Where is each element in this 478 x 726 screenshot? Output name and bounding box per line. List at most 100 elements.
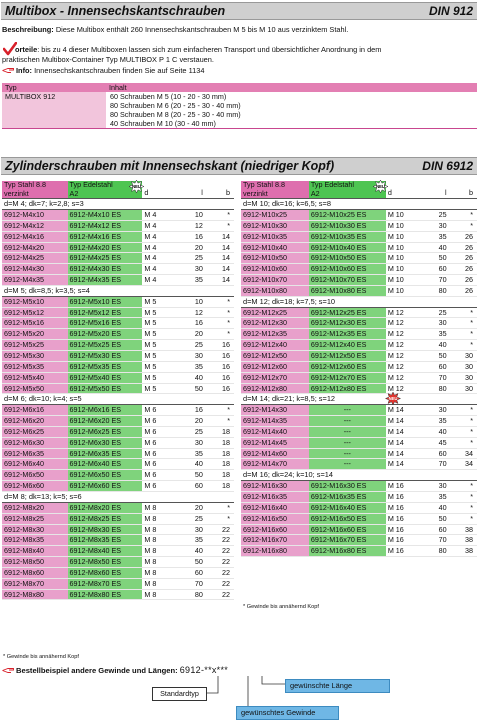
typ-edelstahl-cell: 6912-M10x25 ES — [308, 209, 386, 221]
length-cell: 16 — [179, 231, 207, 243]
vorteile-text-2: praktischen Multibox-Container Typ MULTI… — [2, 55, 214, 65]
length-cell: 60 — [424, 524, 451, 536]
thread-cell: M 4 — [142, 252, 180, 265]
typ-edelstahl-cell: 6912-M8x40 ES — [67, 545, 143, 558]
gewinde-box: gewünschtes Gewinde — [236, 706, 339, 720]
b-cell: * — [206, 209, 234, 221]
typ-stahl-cell: 6912-M16x80 — [241, 545, 309, 558]
multibox-contents: 60 Schrauben M 5 (10 - 20 - 30 mm) 80 Sc… — [106, 92, 477, 129]
typ-stahl-cell: 6912-M16x60 — [241, 524, 309, 536]
description-label: Beschreibung: — [2, 25, 54, 34]
b-cell: 30 — [450, 350, 477, 362]
b-cell: * — [450, 502, 477, 514]
length-cell: 40 — [424, 339, 451, 351]
thread-cell: M 12 — [385, 339, 425, 351]
head-typ-stahl-line2: verzinkt — [243, 188, 268, 198]
typ-edelstahl-cell: 6912-M12x70 ES — [308, 372, 386, 384]
table-row: 6912-M10x60 6912-M10x60 ES M 10 60 26 — [241, 263, 477, 276]
thread-cell: M 6 — [142, 448, 180, 460]
typ-edelstahl-cell: 6912-M6x30 ES — [67, 437, 143, 449]
typ-edelstahl-cell: 6912-M5x20 ES — [67, 328, 143, 341]
thread-cell: M 10 — [385, 209, 425, 221]
laenge-box: gewünschte Länge — [285, 679, 390, 693]
typ-edelstahl-cell: 6912-M16x60 ES — [308, 524, 386, 536]
length-cell: 30 — [424, 317, 451, 330]
head-typ-edelstahl: Typ Edelstahl A2 NEU — [67, 180, 145, 200]
thread-cell: M 14 — [385, 404, 425, 417]
length-cell: 60 — [424, 448, 451, 460]
thread-cell: M 10 — [385, 220, 425, 232]
typ-edelstahl-cell: 6912-M8x80 ES — [67, 589, 143, 601]
starburst-badge-icon: NEU — [372, 180, 388, 193]
thread-cell: M 16 — [385, 524, 425, 536]
thread-cell: M 8 — [142, 524, 180, 536]
vorteile-label: orteile — [15, 45, 38, 54]
multibox-head-inhalt: Inhalt — [106, 83, 477, 92]
thread-cell: M 12 — [385, 350, 425, 362]
b-cell: * — [450, 513, 477, 525]
typ-edelstahl-cell: 6912-M5x12 ES — [67, 307, 143, 319]
table-row: 6912-M6x35 6912-M6x35 ES M 6 35 18 — [2, 448, 234, 460]
length-cell: 25 — [179, 339, 207, 351]
length-cell: 10 — [179, 296, 207, 308]
typ-edelstahl-cell: 6912-M4x12 ES — [67, 220, 143, 232]
typ-stahl-cell: 6912-M5x35 — [2, 361, 68, 373]
section-spec-text: d=M 5; dk=8,5; k=3,5; s=4 — [4, 285, 90, 295]
typ-edelstahl-cell: 6912-M4x16 ES — [67, 231, 143, 243]
head-typ-stahl-line1: Typ Stahl 8.8 — [243, 180, 285, 189]
table-row: 6912-M4x16 6912-M4x16 ES M 4 16 14 — [2, 231, 234, 243]
typ-stahl-cell: 6912-M12x60 — [241, 361, 309, 373]
typ-stahl-cell: 6912-M16x40 — [241, 502, 309, 514]
badge-text: NEU — [133, 184, 142, 189]
typ-edelstahl-cell: 6912-M16x50 ES — [308, 513, 386, 525]
typ-stahl-cell: 6912-M4x25 — [2, 252, 68, 265]
table-row: 6912-M10x30 6912-M10x30 ES M 10 30 * — [241, 220, 477, 232]
thread-cell: M 14 — [385, 437, 425, 449]
b-cell: 30 — [450, 372, 477, 384]
typ-stahl-cell: 6912-M10x35 — [241, 231, 309, 243]
b-cell: * — [206, 328, 234, 341]
table-row: 6912-M14x45 --- M 14 45 * — [241, 437, 477, 449]
length-cell: 20 — [179, 502, 207, 514]
table-row: 6912-M6x16 6912-M6x16 ES M 6 16 * — [2, 404, 234, 417]
b-cell: * — [206, 404, 234, 417]
table-row: 6912-M6x60 6912-M6x60 ES M 6 60 18 — [2, 480, 234, 492]
footnote-left: * Gewinde bis annähernd Kopf — [3, 654, 79, 660]
thread-cell: M 8 — [142, 589, 180, 601]
typ-stahl-cell: 6912-M12x35 — [241, 328, 309, 341]
table-row: 6912-M8x30 6912-M8x30 ES M 8 30 22 — [2, 524, 234, 536]
multibox-content-line: 80 Schrauben M 8 (20 - 25 - 30 - 40 mm) — [110, 110, 241, 119]
typ-edelstahl-cell: 6912-M5x35 ES — [67, 361, 143, 373]
typ-stahl-cell: 6912-M4x20 — [2, 242, 68, 254]
thread-cell: M 6 — [142, 404, 180, 417]
length-cell: 60 — [424, 263, 451, 276]
table-row: 6912-M8x20 6912-M8x20 ES M 8 20 * — [2, 502, 234, 514]
table-row: 6912-M14x60 --- M 14 60 34 — [241, 448, 477, 460]
b-cell: * — [450, 415, 477, 427]
typ-stahl-cell: 6912-M16x35 — [241, 491, 309, 503]
title-multibox: Multibox - Innensechskantschrauben — [5, 4, 226, 18]
b-cell: 18 — [206, 426, 234, 438]
table-row: 6912-M8x60 6912-M8x60 ES M 8 60 22 — [2, 567, 234, 579]
thread-cell: M 6 — [142, 415, 180, 427]
table-row: 6912-M16x30 6912-M16x30 ES M 16 30 * — [241, 480, 477, 492]
length-cell: 50 — [424, 252, 451, 265]
title-bar-multibox: Multibox - Innensechskantschrauben DIN 9… — [1, 2, 477, 20]
typ-stahl-cell: 6912-M5x12 — [2, 307, 68, 319]
table-row: 6912-M16x35 6912-M16x35 ES M 16 35 * — [241, 491, 477, 503]
typ-edelstahl-cell: 6912-M16x40 ES — [308, 502, 386, 514]
multibox-row: MULTIBOX 912 60 Schrauben M 5 (10 - 20 -… — [2, 92, 477, 129]
typ-stahl-cell: 6912-M12x25 — [241, 307, 309, 319]
b-cell: * — [206, 415, 234, 427]
table-row: 6912-M10x35 6912-M10x35 ES M 10 35 26 — [241, 231, 477, 243]
section-spec-text: d=M 6; dk=10; k=4; s=5 — [4, 394, 82, 404]
typ-edelstahl-cell: 6912-M16x35 ES — [308, 491, 386, 503]
badge-text: NEU — [376, 184, 385, 189]
typ-stahl-cell: 6912-M8x20 — [2, 502, 68, 514]
length-cell: 35 — [424, 415, 451, 427]
thread-cell: M 16 — [385, 534, 425, 547]
info-label: Info: — [16, 66, 33, 75]
typ-stahl-cell: 6912-M8x70 — [2, 578, 68, 590]
b-cell: * — [450, 491, 477, 503]
thread-cell: M 8 — [142, 545, 180, 558]
